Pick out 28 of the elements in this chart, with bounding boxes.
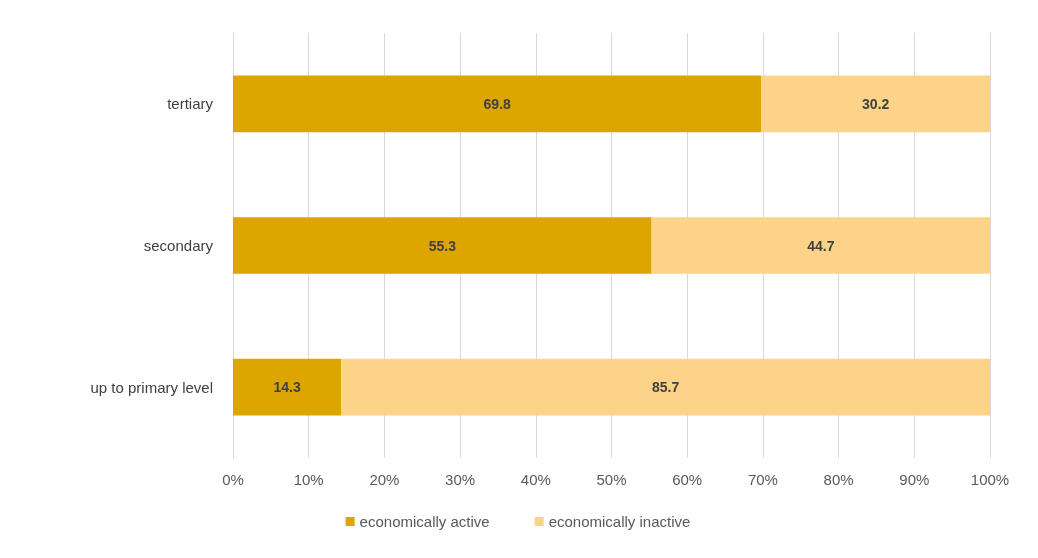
x-tick-label: 30% <box>445 471 476 488</box>
x-tick-label: 80% <box>823 471 854 488</box>
data-label: 14.3 <box>273 379 301 396</box>
data-label: 69.8 <box>483 95 512 112</box>
x-tick-label: 60% <box>672 471 703 488</box>
x-tick-label: 40% <box>520 471 551 488</box>
x-tick-label: 70% <box>747 471 778 488</box>
legend-label: economically inactive <box>548 513 691 530</box>
data-label: 30.2 <box>862 95 890 112</box>
y-tick-label: tertiary <box>167 95 214 113</box>
bar <box>341 358 990 416</box>
data-label: 55.3 <box>428 237 457 254</box>
x-tick-label: 0% <box>222 471 244 488</box>
data-label: 85.7 <box>652 379 680 396</box>
x-tick-label: 90% <box>899 471 930 488</box>
x-tick-label: 20% <box>369 471 400 488</box>
x-tick-label: 10% <box>293 471 324 488</box>
x-tick-label: 100% <box>970 471 1010 488</box>
bar <box>651 217 990 274</box>
bar <box>233 358 342 416</box>
x-tick-label: 50% <box>596 471 627 488</box>
y-tick-label: up to primary level <box>90 378 213 396</box>
bar <box>233 217 652 274</box>
legend-label: economically active <box>359 513 490 530</box>
y-tick-label: secondary <box>143 237 214 254</box>
bar <box>233 75 762 133</box>
bar <box>761 75 990 133</box>
data-label: 44.7 <box>807 237 835 254</box>
